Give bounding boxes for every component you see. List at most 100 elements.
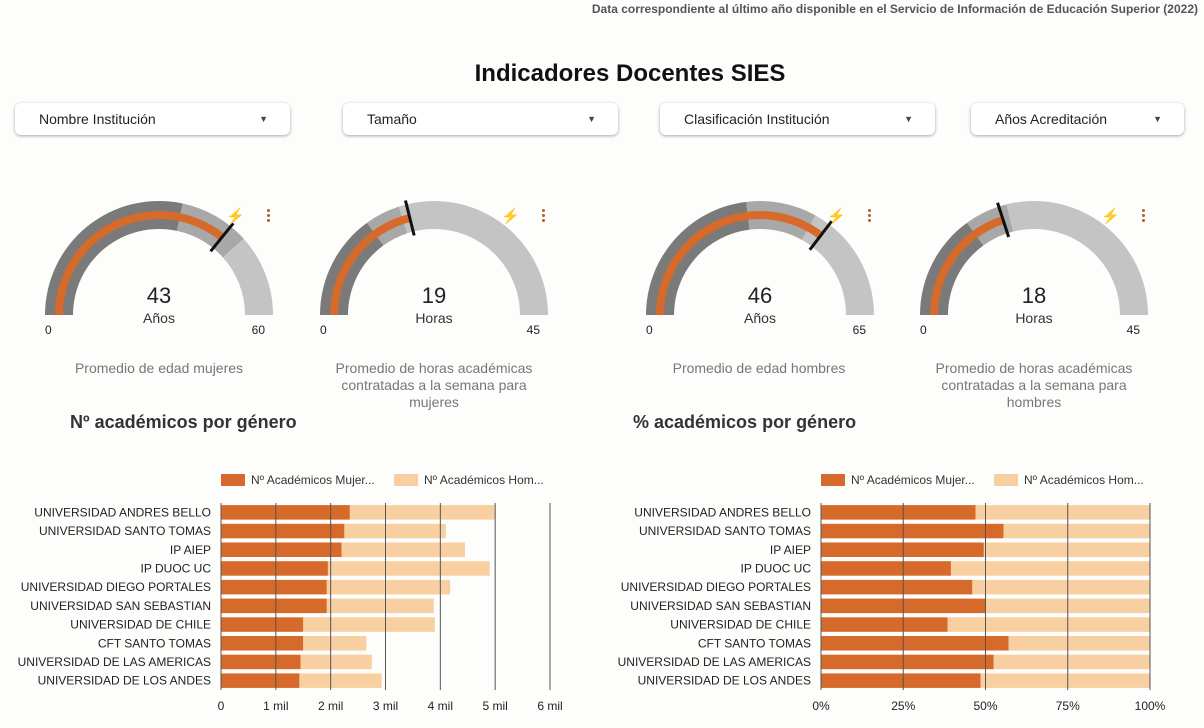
category-label: CFT SANTO TOMAS: [98, 636, 211, 650]
gauge-needle: [996, 202, 1011, 238]
lightning-icon[interactable]: ⚡: [501, 208, 520, 225]
section-title-percent: % académicos por género: [633, 412, 857, 432]
lightning-icon[interactable]: ⚡: [226, 208, 245, 225]
bar-segment[interactable]: [821, 579, 973, 595]
more-options-icon[interactable]: [267, 209, 271, 224]
more-options-icon[interactable]: [542, 209, 546, 224]
more-options-icon[interactable]: [868, 209, 872, 224]
bar-segment[interactable]: [821, 523, 1004, 539]
bar-segment[interactable]: [947, 617, 1150, 632]
gauge-hours-men: 18 Horas 0 45 ⚡: [920, 195, 1160, 345]
bar-segment[interactable]: [983, 542, 1150, 558]
bar-segment[interactable]: [221, 636, 304, 651]
lightning-icon[interactable]: ⚡: [827, 208, 846, 225]
bar-segment[interactable]: [303, 636, 367, 651]
x-tick-label: 6 mil: [537, 699, 562, 713]
gauge-unit: Horas: [1015, 310, 1053, 326]
category-label: UNIVERSIDAD DE LOS ANDES: [38, 674, 211, 688]
section-title-count: Nº académicos por género: [70, 412, 297, 432]
category-label: UNIVERSIDAD DE LOS ANDES: [638, 674, 811, 688]
bar-segment[interactable]: [221, 542, 342, 558]
gauge-min: 0: [45, 323, 52, 337]
bar-segment[interactable]: [821, 636, 1009, 651]
category-label: IP AIEP: [170, 543, 211, 557]
bar-segment[interactable]: [221, 617, 304, 632]
bar-segment[interactable]: [1003, 523, 1150, 539]
x-tick-label: 75%: [1056, 699, 1080, 713]
bar-segment[interactable]: [221, 654, 301, 670]
bar-segment[interactable]: [221, 505, 350, 520]
bar-segment[interactable]: [341, 542, 466, 558]
x-tick-label: 2 mil: [318, 699, 343, 713]
bar-segment[interactable]: [327, 561, 490, 576]
category-label: UNIVERSIDAD DE LAS AMERICAS: [618, 655, 811, 669]
bar-segment[interactable]: [821, 617, 948, 632]
gauge-value-arc: [55, 210, 225, 315]
filter-label: Años Acreditación: [995, 111, 1108, 127]
bar-segment[interactable]: [993, 654, 1150, 670]
gauge-value: 19: [421, 283, 447, 308]
bar-segment[interactable]: [972, 579, 1150, 595]
lightning-icon[interactable]: ⚡: [1101, 208, 1120, 225]
bar-segment[interactable]: [326, 579, 451, 595]
bar-segment[interactable]: [221, 561, 328, 576]
legend-label: Nº Académicos Mujer...: [251, 473, 375, 487]
bar-segment[interactable]: [1008, 636, 1150, 651]
x-tick-label: 0%: [812, 699, 830, 713]
bar-segment[interactable]: [821, 505, 976, 520]
category-label: UNIVERSIDAD ANDRES BELLO: [634, 505, 811, 519]
bar-segment[interactable]: [300, 654, 372, 670]
bar-segment[interactable]: [344, 523, 446, 539]
legend-swatch: [394, 474, 418, 486]
x-tick-label: 3 mil: [373, 699, 398, 713]
legend-swatch: [994, 474, 1018, 486]
gauge-value: 18: [1021, 283, 1047, 308]
category-label: CFT SANTO TOMAS: [698, 636, 811, 650]
legend-label: Nº Académicos Mujer...: [851, 473, 975, 487]
bar-segment[interactable]: [221, 523, 345, 539]
caret-down-icon: ▼: [259, 114, 268, 124]
bar-segment[interactable]: [821, 561, 951, 576]
gauge-value-arc: [656, 211, 824, 315]
category-label: UNIVERSIDAD DIEGO PORTALES: [621, 580, 811, 594]
gauge-value-arc: [930, 216, 1005, 315]
more-options-icon[interactable]: [1142, 209, 1146, 224]
data-source-note: Data correspondiente al último año dispo…: [591, 2, 1198, 16]
bar-segment[interactable]: [303, 617, 435, 632]
filter-clasificacion-institucion[interactable]: Clasificación Institución ▼: [660, 103, 935, 135]
x-tick-label: 4 mil: [428, 699, 453, 713]
filter-label: Nombre Institución: [39, 111, 156, 127]
legend-label: Nº Académicos Hom...: [1024, 473, 1144, 487]
bar-segment[interactable]: [821, 673, 981, 688]
gauge-hours-women: 19 Horas 0 45 ⚡: [320, 195, 560, 345]
gauge-caption: Promedio de horas académicas contratadas…: [335, 360, 533, 410]
bar-segment[interactable]: [221, 673, 300, 688]
bar-segment[interactable]: [299, 673, 382, 688]
gauge-unit: Años: [143, 310, 175, 326]
filter-nombre-institucion[interactable]: Nombre Institución ▼: [15, 103, 290, 135]
x-tick-label: 25%: [891, 699, 915, 713]
bar-segment[interactable]: [980, 673, 1150, 688]
gauge-age-women: 43 Años 0 60 ⚡: [45, 195, 285, 345]
gauge-value-arc: [330, 214, 411, 315]
filter-tamano[interactable]: Tamaño ▼: [343, 103, 618, 135]
gauge-band: [222, 238, 273, 315]
gauge-band: [801, 215, 874, 315]
filter-anos-acreditacion[interactable]: Años Acreditación ▼: [971, 103, 1184, 135]
x-tick-label: 5 mil: [482, 699, 507, 713]
bar-segment[interactable]: [950, 561, 1150, 576]
bar-segment[interactable]: [821, 654, 994, 670]
category-label: IP DUOC UC: [741, 561, 812, 575]
gauge-band: [646, 201, 750, 315]
gauge-graphic: [646, 201, 874, 315]
category-label: IP AIEP: [770, 543, 811, 557]
category-label: UNIVERSIDAD ANDRES BELLO: [34, 505, 211, 519]
bar-segment[interactable]: [221, 579, 327, 595]
bar-segment[interactable]: [326, 598, 434, 614]
category-label: UNIVERSIDAD SANTO TOMAS: [639, 524, 811, 538]
bar-segment[interactable]: [975, 505, 1150, 520]
bar-segment[interactable]: [821, 542, 984, 558]
bar-segment[interactable]: [349, 505, 496, 520]
category-label: UNIVERSIDAD DE CHILE: [670, 618, 811, 632]
bar-segment[interactable]: [221, 598, 327, 614]
